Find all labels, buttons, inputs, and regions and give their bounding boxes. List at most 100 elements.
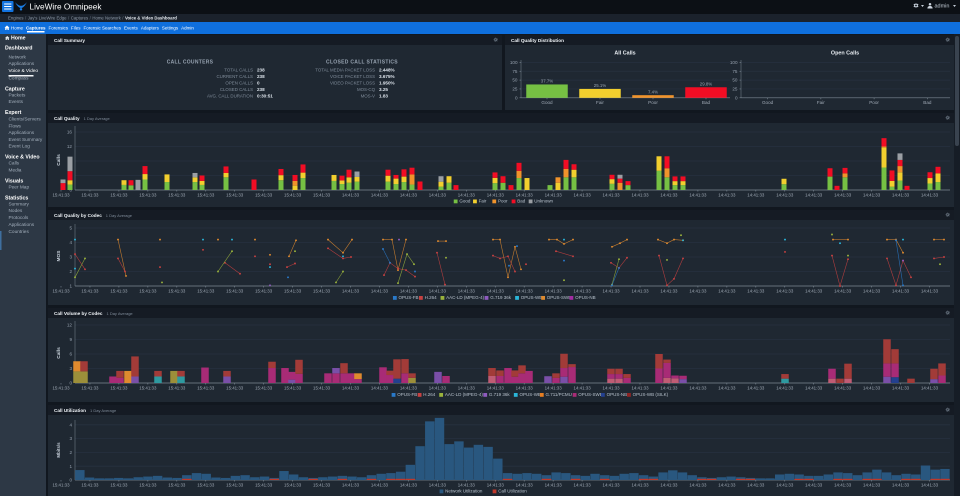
svg-text:15:41:33: 15:41:33 [139,483,157,488]
svg-text:14:41:33: 14:41:33 [921,483,939,488]
svg-text:15:41:33: 15:41:33 [110,483,128,488]
svg-text:14:41:33: 14:41:33 [342,289,360,294]
svg-text:12: 12 [67,144,73,149]
svg-text:AAC-LD (MPEG-4): AAC-LD (MPEG-4) [446,295,485,300]
svg-text:AVG. CALL DURATION: AVG. CALL DURATION [207,93,253,98]
svg-text:14:41:33: 14:41:33 [574,386,592,391]
svg-text:14:41:33: 14:41:33 [458,483,476,488]
svg-text:14:41:33: 14:41:33 [718,193,736,198]
svg-text:14:41:33: 14:41:33 [574,193,592,198]
svg-text:14:41:33: 14:41:33 [487,483,505,488]
svg-text:VIDEO PACKET LOSS: VIDEO PACKET LOSS [330,80,375,85]
svg-text:14:41:33: 14:41:33 [921,386,939,391]
svg-text:Unknown: Unknown [534,199,553,204]
svg-text:3.675%: 3.675% [379,74,395,79]
svg-text:14:41:33: 14:41:33 [660,386,678,391]
svg-text:G.711/PCMU: G.711/PCMU [546,392,572,397]
svg-text:1: 1 [69,464,72,469]
svg-text:15:41:33: 15:41:33 [226,289,244,294]
svg-text:14:41:33: 14:41:33 [863,289,881,294]
svg-text:14:41:33: 14:41:33 [429,289,447,294]
svg-text:VOICE PACKET LOSS: VOICE PACKET LOSS [330,74,375,79]
svg-text:Bad: Bad [702,100,711,105]
svg-text:14:41:33: 14:41:33 [776,289,794,294]
svg-text:CLOSED CALL STATISTICS: CLOSED CALL STATISTICS [326,60,398,66]
svg-text:14:41:33: 14:41:33 [516,386,534,391]
svg-text:0:30:51: 0:30:51 [257,93,273,98]
svg-text:OPUS-WB: OPUS-WB [519,392,541,397]
svg-text:14:41:33: 14:41:33 [747,386,765,391]
svg-text:14:41:33: 14:41:33 [400,193,418,198]
svg-text:15:41:33: 15:41:33 [313,483,331,488]
svg-text:238: 238 [257,87,265,92]
svg-text:15:41:33: 15:41:33 [139,289,157,294]
svg-text:14:41:33: 14:41:33 [834,386,852,391]
svg-text:14:41:33: 14:41:33 [371,386,389,391]
svg-text:0: 0 [69,478,72,483]
svg-text:Poor: Poor [648,100,658,105]
svg-text:14:41:33: 14:41:33 [603,289,621,294]
svg-text:75: 75 [732,69,738,74]
svg-text:OPUS-SWB: OPUS-SWB [578,392,603,397]
svg-text:15:41:33: 15:41:33 [255,193,273,198]
svg-text:4: 4 [69,422,72,427]
svg-text:3: 3 [69,255,72,260]
svg-text:2: 2 [69,450,72,455]
svg-text:14:41:33: 14:41:33 [776,483,794,488]
svg-text:1.950%: 1.950% [379,80,395,85]
svg-text:14:41:33: 14:41:33 [603,386,621,391]
svg-text:15:41:33: 15:41:33 [52,193,70,198]
svg-text:14:41:33: 14:41:33 [371,289,389,294]
svg-text:14:41:33: 14:41:33 [805,289,823,294]
svg-text:15:41:33: 15:41:33 [313,193,331,198]
svg-text:5: 5 [69,226,72,231]
svg-text:OPUS-WB (SILK): OPUS-WB (SILK) [633,392,669,397]
svg-text:14:41:33: 14:41:33 [660,193,678,198]
svg-text:37.7%: 37.7% [541,79,554,84]
svg-text:0: 0 [735,95,738,100]
svg-text:14:41:33: 14:41:33 [487,193,505,198]
svg-text:14:41:33: 14:41:33 [429,483,447,488]
svg-text:15:41:33: 15:41:33 [313,289,331,294]
svg-text:CURRENT CALLS: CURRENT CALLS [216,74,253,79]
svg-text:25: 25 [512,87,518,92]
svg-text:14:41:33: 14:41:33 [545,289,563,294]
svg-text:238: 238 [257,67,265,72]
svg-text:14:41:33: 14:41:33 [805,483,823,488]
svg-text:OPUS-FB: OPUS-FB [397,392,417,397]
svg-text:2: 2 [69,269,72,274]
svg-text:OPUS-NB: OPUS-NB [607,392,628,397]
svg-text:14:41:33: 14:41:33 [574,289,592,294]
svg-text:14:41:33: 14:41:33 [458,193,476,198]
svg-text:14:41:33: 14:41:33 [400,483,418,488]
svg-text:CALL COUNTERS: CALL COUNTERS [167,60,214,66]
svg-text:14:41:33: 14:41:33 [603,193,621,198]
svg-text:G.719 36k: G.719 36k [490,295,512,300]
svg-text:TOTAL CALLS: TOTAL CALLS [224,67,253,72]
svg-text:OPUS-FB: OPUS-FB [399,295,419,300]
svg-text:AAC-LD (MPEG-4): AAC-LD (MPEG-4) [445,392,484,397]
svg-text:25: 25 [732,87,738,92]
svg-text:238: 238 [257,74,265,79]
svg-text:Calls: Calls [56,347,62,359]
svg-text:15:41:33: 15:41:33 [284,483,302,488]
svg-text:Good: Good [541,100,553,105]
svg-text:H.264: H.264 [425,295,438,300]
svg-text:Calls: Calls [56,154,62,166]
svg-text:15:41:33: 15:41:33 [255,386,273,391]
svg-text:14:41:33: 14:41:33 [863,483,881,488]
svg-text:14:41:33: 14:41:33 [747,193,765,198]
svg-text:14:41:33: 14:41:33 [516,193,534,198]
svg-text:15:41:33: 15:41:33 [139,193,157,198]
svg-text:14:41:33: 14:41:33 [892,483,910,488]
svg-text:50: 50 [732,78,738,83]
svg-text:14:41:33: 14:41:33 [660,289,678,294]
svg-text:15:41:33: 15:41:33 [52,483,70,488]
svg-text:14:41:33: 14:41:33 [689,289,707,294]
svg-text:Network Utilization: Network Utilization [445,489,483,494]
svg-text:MOS: MOS [56,250,62,262]
svg-text:29.8%: 29.8% [700,81,713,86]
svg-text:1: 1 [69,284,72,289]
svg-text:15:41:33: 15:41:33 [168,386,186,391]
svg-text:15:41:33: 15:41:33 [255,289,273,294]
